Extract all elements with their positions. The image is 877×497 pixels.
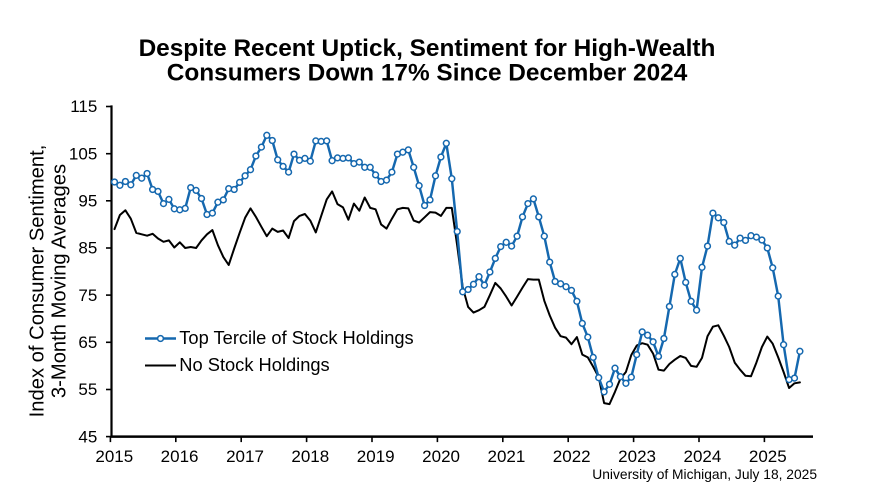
svg-text:2020: 2020 [422,447,460,466]
svg-text:2025: 2025 [749,447,787,466]
svg-text:University of Michigan, July 1: University of Michigan, July 18, 2025 [592,467,817,482]
svg-text:2018: 2018 [291,447,329,466]
svg-text:Top Tercile of Stock Holdings: Top Tercile of Stock Holdings [179,327,413,348]
svg-text:115: 115 [70,97,97,116]
svg-text:105: 105 [69,144,97,163]
svg-text:2022: 2022 [553,447,591,466]
svg-text:Despite Recent Uptick, Sentime: Despite Recent Uptick, Sentiment for Hig… [139,35,716,62]
svg-text:95: 95 [78,192,97,211]
svg-text:Consumers Down 17% Since Decem: Consumers Down 17% Since December 2024 [167,60,688,87]
svg-text:2021: 2021 [487,447,525,466]
svg-text:2023: 2023 [618,447,656,466]
svg-text:2024: 2024 [683,447,721,466]
svg-text:2015: 2015 [95,447,133,466]
svg-text:2016: 2016 [161,447,199,466]
svg-text:No Stock Holdings: No Stock Holdings [179,354,329,375]
svg-text:2019: 2019 [357,447,395,466]
svg-text:75: 75 [78,286,97,305]
svg-text:Index of Consumer Sentiment,3-: Index of Consumer Sentiment,3-Month Movi… [27,145,71,418]
svg-text:2017: 2017 [226,447,264,466]
svg-text:45: 45 [78,427,97,446]
svg-text:55: 55 [78,380,97,399]
svg-text:65: 65 [78,333,97,352]
svg-text:85: 85 [78,239,97,258]
